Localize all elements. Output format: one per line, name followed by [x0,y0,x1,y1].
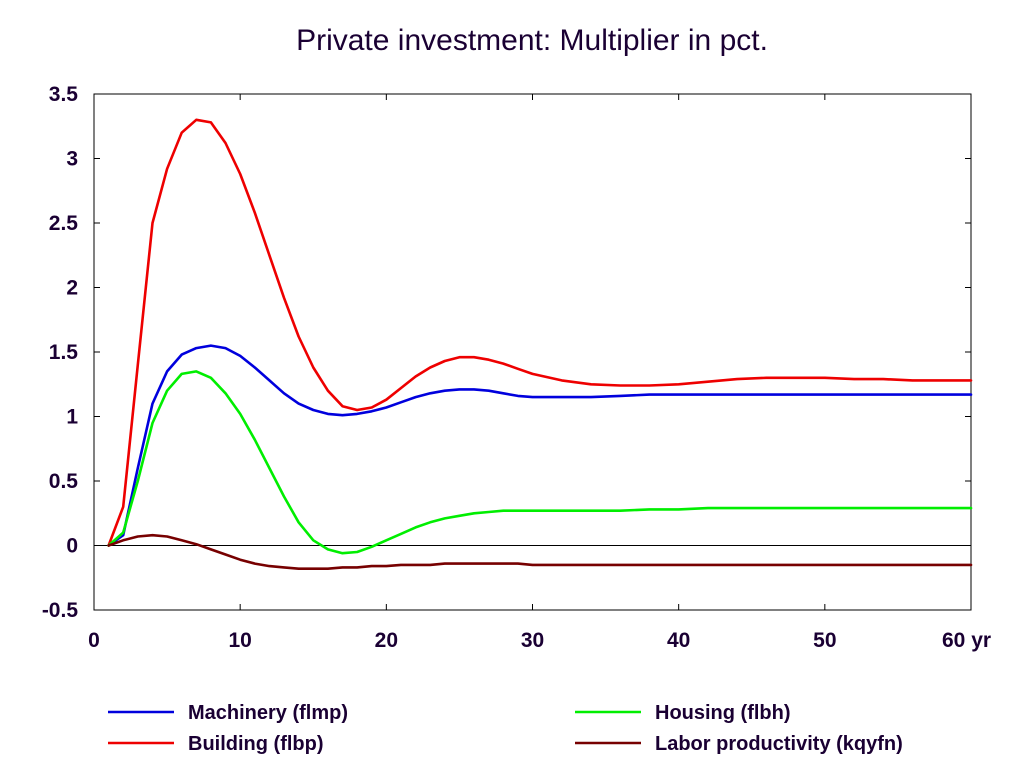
y-axis: -0.5 0 0.5 1 1.5 2 2.5 3 3.5 [42,83,971,622]
x-tick-label: 60 yr [942,629,991,652]
y-tick-label: 1.5 [49,341,79,364]
y-tick-label: 2.5 [49,212,79,235]
x-tick-label: 10 [228,629,251,652]
x-tick-label: 20 [375,629,398,652]
series-line-0 [107,344,973,547]
legend-label: Housing (flbh) [655,702,791,724]
x-axis: 0 10 20 30 40 50 60 yr [88,94,991,652]
y-tick-label: 3.5 [49,83,79,106]
series-lines [107,118,973,571]
y-tick-label: -0.5 [42,599,79,622]
x-tick-label: 0 [88,629,100,652]
legend-label: Building (flbp) [188,733,324,755]
x-tick-label: 30 [521,629,544,652]
legend: Machinery (flmp) Building (flbp) Housing (… [108,702,903,755]
y-tick-label: 0.5 [49,470,79,493]
legend-label: Machinery (flmp) [188,702,348,724]
chart-title: Private investment: Multiplier in pct. [296,24,768,57]
y-tick-label: 0 [66,535,78,558]
series-line-1 [107,118,973,547]
series-line-2 [107,370,973,555]
legend-label: Labor productivity (kqyfn) [655,733,903,755]
x-tick-label: 40 [667,629,690,652]
series-line-3 [107,533,973,571]
x-tick-label: 50 [813,629,836,652]
y-tick-label: 1 [66,406,78,429]
y-tick-label: 2 [66,277,78,300]
y-tick-label: 3 [66,148,78,171]
plot-area [93,93,972,611]
